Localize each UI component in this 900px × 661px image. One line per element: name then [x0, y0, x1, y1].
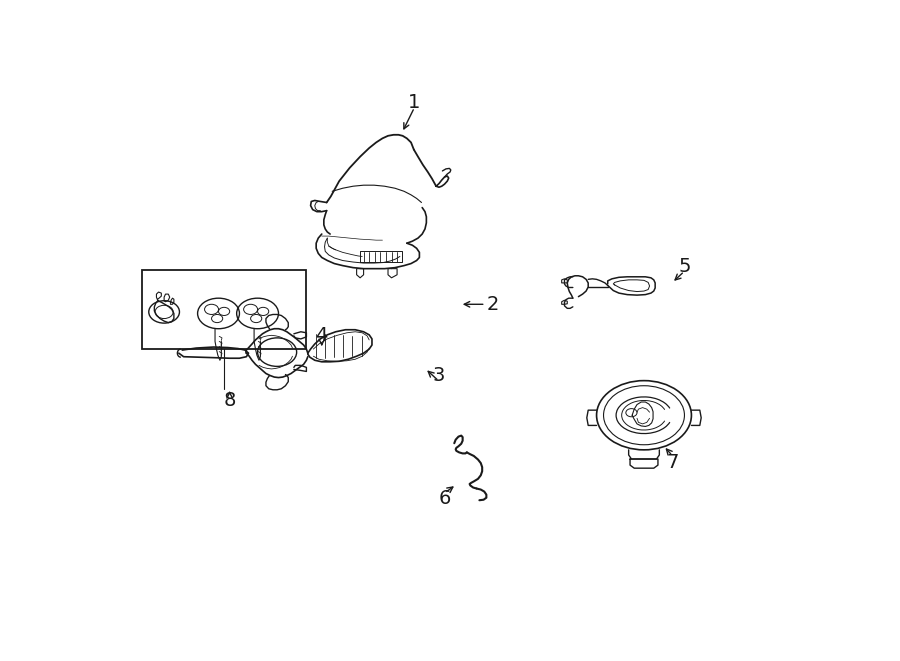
Text: 2: 2 — [487, 295, 499, 314]
Text: 7: 7 — [666, 453, 679, 471]
Text: 5: 5 — [679, 256, 690, 276]
Bar — [142, 270, 306, 349]
Text: 8: 8 — [223, 391, 236, 410]
Text: 3: 3 — [433, 366, 446, 385]
Text: 6: 6 — [438, 488, 451, 508]
Text: 1: 1 — [409, 93, 420, 112]
Text: 4: 4 — [316, 326, 328, 345]
